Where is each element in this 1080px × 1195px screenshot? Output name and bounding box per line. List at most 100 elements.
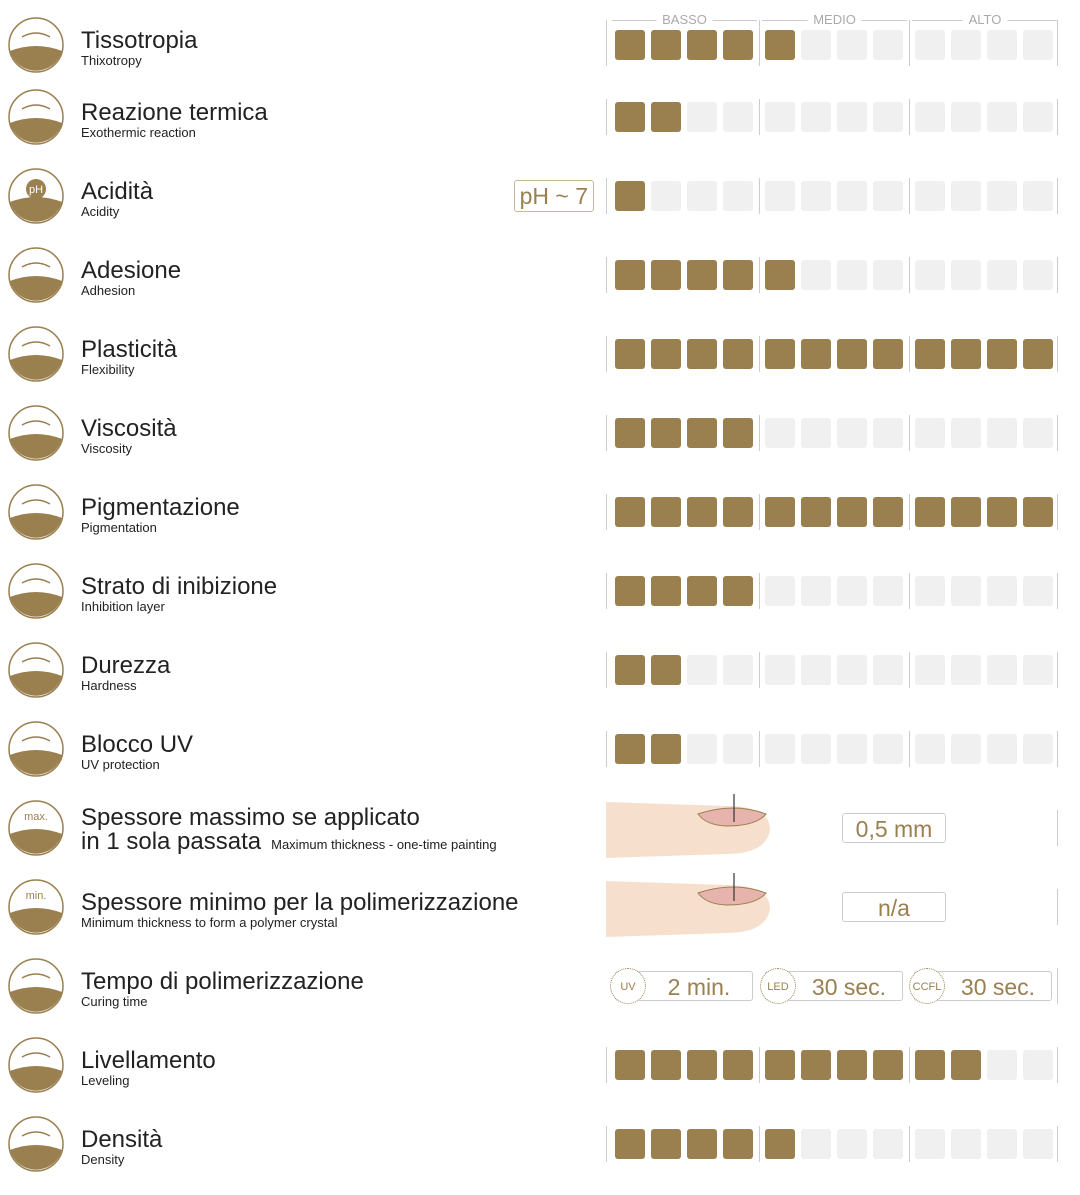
level-square [951, 181, 981, 211]
level-square [1023, 576, 1053, 606]
level-square [987, 497, 1017, 527]
level-square [987, 181, 1017, 211]
level-square [651, 30, 681, 60]
separator [909, 573, 910, 609]
level-square [723, 1129, 753, 1159]
level-square [723, 102, 753, 132]
level-square [651, 576, 681, 606]
level-square [615, 576, 645, 606]
icon [8, 326, 64, 382]
level-square [873, 181, 903, 211]
row-title: Acidità [81, 178, 154, 205]
level-square [687, 655, 717, 685]
level-square [1023, 181, 1053, 211]
icon-base [10, 355, 62, 380]
separator [909, 494, 910, 530]
level-square [837, 339, 867, 369]
level-square [801, 260, 831, 290]
level-square [837, 734, 867, 764]
level-square [915, 102, 945, 132]
separator [759, 257, 760, 293]
level-square [987, 655, 1017, 685]
separator [1057, 178, 1058, 214]
level-square [765, 260, 795, 290]
icon [8, 1116, 64, 1172]
level-square [651, 1050, 681, 1080]
level-square [837, 655, 867, 685]
icon-base [10, 1066, 62, 1091]
level-square [915, 30, 945, 60]
value-box: 0,5 mm [842, 813, 946, 843]
level-square [1023, 734, 1053, 764]
row-subtitle: Flexibility [81, 362, 135, 377]
level-square [915, 1050, 945, 1080]
icon-base [10, 987, 62, 1012]
level-square [765, 181, 795, 211]
level-square [837, 181, 867, 211]
level-square [801, 181, 831, 211]
separator [759, 27, 760, 63]
separator [1057, 1126, 1058, 1162]
separator [759, 336, 760, 372]
value-box: n/a [842, 892, 946, 922]
level-square [765, 497, 795, 527]
level-square [987, 1050, 1017, 1080]
nail-illustration [606, 873, 770, 937]
level-square [723, 497, 753, 527]
level-square [687, 260, 717, 290]
level-square [651, 181, 681, 211]
level-square [873, 30, 903, 60]
icon [8, 484, 64, 540]
level-square [873, 576, 903, 606]
separator [909, 1126, 910, 1162]
curing-box: LED 30 sec. [760, 968, 903, 1004]
separator [759, 99, 760, 135]
row-title: Spessore minimo per la polimerizzazione [81, 889, 519, 916]
level-square [1023, 418, 1053, 448]
separator [606, 27, 607, 63]
icon-glyph [21, 262, 51, 268]
drop [26, 179, 46, 199]
icon [8, 247, 64, 303]
scale-label: MEDIO [807, 12, 862, 27]
row-subtitle: Density [81, 1152, 125, 1167]
lamp-label: UV [610, 968, 646, 1004]
row-title: Tissotropia [81, 27, 198, 54]
level-square [873, 339, 903, 369]
row-subtitle: Inhibition layer [81, 599, 165, 614]
row-subtitle: Maximum thickness - one-time painting [271, 837, 497, 852]
level-square [615, 734, 645, 764]
separator [1057, 257, 1058, 293]
separator [1057, 494, 1058, 530]
level-square [951, 418, 981, 448]
icon-glyph [21, 736, 51, 742]
level-square [765, 418, 795, 448]
level-square [801, 418, 831, 448]
icon-base [10, 1145, 62, 1170]
row-title: Strato di inibizione [81, 573, 278, 600]
level-square [687, 181, 717, 211]
level-square [1023, 102, 1053, 132]
separator [759, 573, 760, 609]
level-square [873, 655, 903, 685]
separator [1057, 810, 1058, 846]
level-square [951, 734, 981, 764]
level-square [915, 1129, 945, 1159]
level-square [837, 576, 867, 606]
row-subtitle: Hardness [81, 678, 137, 693]
separator [606, 257, 607, 293]
separator [606, 731, 607, 767]
icon-label: max. [24, 811, 48, 823]
row-title: Viscosità [81, 415, 177, 442]
curing-box: CCFL 30 sec. [909, 968, 1052, 1004]
separator [759, 415, 760, 451]
level-square [987, 734, 1017, 764]
level-square [951, 1050, 981, 1080]
level-square [723, 30, 753, 60]
separator [909, 27, 910, 63]
level-square [615, 497, 645, 527]
level-square [951, 576, 981, 606]
row-subtitle: Pigmentation [81, 520, 157, 535]
level-square [765, 30, 795, 60]
icon [8, 563, 64, 619]
